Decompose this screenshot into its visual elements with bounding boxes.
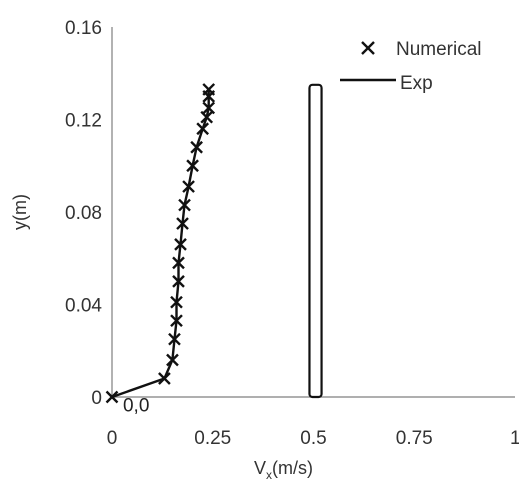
legend-item: Exp	[340, 73, 433, 94]
legend: Numerical Exp	[340, 39, 482, 94]
marker-stroke	[166, 353, 179, 367]
data-point-numerical	[178, 198, 191, 212]
x-axis-title-main: V	[254, 458, 266, 478]
x-tick-label: 1	[510, 428, 519, 449]
data-point-numerical	[166, 353, 179, 367]
y-tick-label: 0	[91, 388, 102, 409]
y-axis-title: y(m)	[10, 194, 30, 230]
marker-stroke	[105, 390, 119, 404]
x-tick-labels: 0 0.25 0.5 0.75 1	[107, 428, 519, 449]
y-tick-label: 0.12	[65, 111, 102, 132]
series-markers	[105, 83, 216, 404]
data-point-numerical	[186, 159, 199, 173]
marker-stroke	[190, 140, 203, 154]
data-point-numerical	[158, 372, 171, 385]
data-point-numerical	[182, 180, 195, 193]
y-tick-label: 0.08	[65, 203, 102, 224]
data-point-numerical	[168, 332, 181, 346]
rectangles	[308, 83, 323, 399]
x-tick-label: 0	[107, 428, 118, 449]
marker-stroke	[170, 295, 183, 309]
marker-stroke	[202, 83, 216, 96]
data-point-numerical	[202, 101, 216, 115]
data-point-numerical	[170, 295, 183, 309]
x-axis-title-sub: x	[266, 468, 272, 482]
marker-stroke	[158, 372, 171, 385]
series-line-exp	[111, 89, 210, 399]
legend-label: Exp	[400, 73, 433, 94]
marker-stroke	[182, 180, 195, 193]
x-axis-title-unit: (m/s)	[272, 458, 313, 478]
marker-stroke	[172, 275, 185, 288]
data-point-numerical	[202, 83, 216, 96]
rectangle	[308, 83, 323, 399]
y-tick-labels: 0 0.04 0.08 0.12 0.16	[65, 18, 102, 409]
x-tick-label: 0.25	[194, 428, 231, 449]
data-point-numerical	[196, 122, 210, 136]
marker-stroke	[202, 101, 216, 115]
legend-item: Numerical	[361, 39, 482, 60]
marker-stroke	[200, 110, 214, 124]
y-tick-label: 0.04	[65, 296, 102, 317]
data-point-numerical	[170, 314, 183, 328]
annotations: 0,0	[123, 395, 149, 416]
data-point-numerical	[172, 256, 185, 270]
data-point-numerical	[176, 217, 189, 230]
x-axis-title: Vx(m/s)	[254, 458, 313, 482]
marker-stroke	[174, 238, 187, 251]
data-point-numerical	[105, 390, 119, 404]
marker-stroke	[172, 256, 185, 270]
x-tick-label: 0.75	[396, 428, 433, 449]
x-tick-label: 0.5	[300, 428, 326, 449]
data-point-numerical	[190, 140, 203, 154]
data-point-numerical	[174, 238, 187, 251]
marker-stroke	[176, 217, 189, 230]
data-point-numerical	[200, 110, 214, 124]
marker-stroke	[168, 332, 181, 346]
annotation-label: 0,0	[123, 395, 149, 416]
legend-x-symbol	[361, 41, 375, 55]
legend-label: Numerical	[396, 39, 482, 60]
marker-stroke	[186, 159, 199, 173]
marker-stroke	[170, 314, 183, 328]
series-lines	[111, 89, 210, 399]
y-tick-label: 0.16	[65, 18, 102, 39]
data-point-numerical	[172, 275, 185, 288]
marker-stroke	[196, 122, 210, 136]
marker-stroke	[178, 198, 191, 212]
